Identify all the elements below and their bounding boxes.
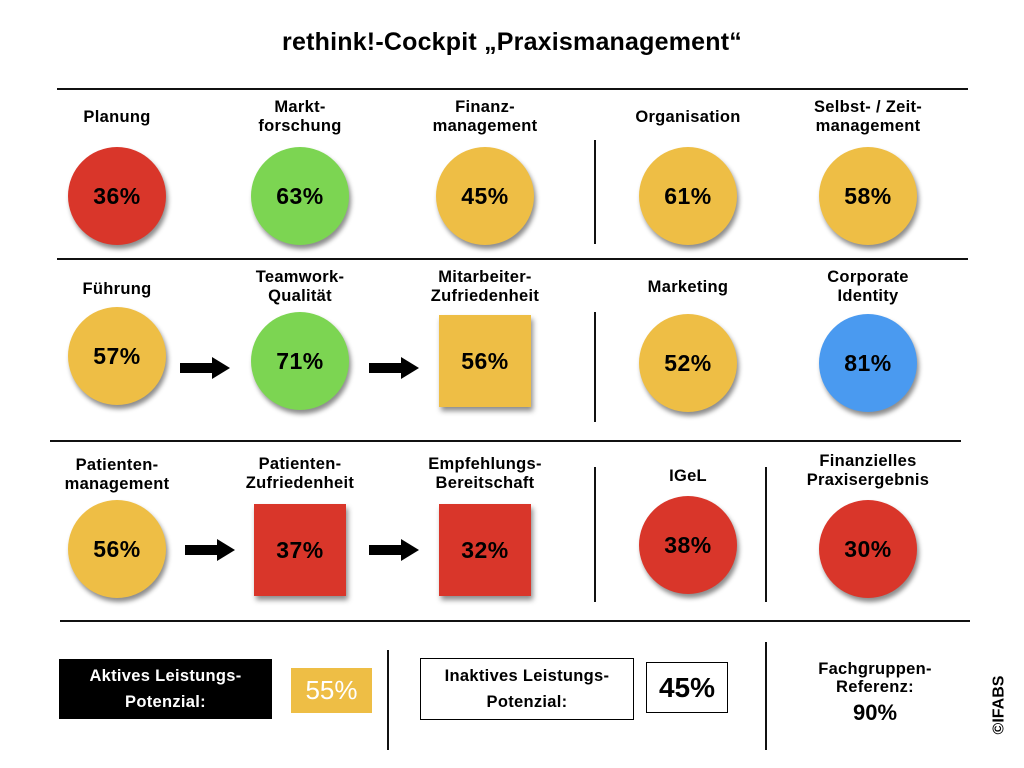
kpi-label: Führung: [82, 279, 152, 298]
inactive-potential-label: Inaktives Leistungs- Potenzial:: [420, 658, 634, 720]
kpi-label: Finanzielles Praxisergebnis: [806, 452, 930, 489]
kpi-circle: 38%: [639, 496, 737, 594]
inactive-potential-value: 45%: [646, 662, 728, 713]
copyright-text: ©IFABS: [990, 675, 1007, 735]
kpi-circle: 61%: [639, 147, 737, 245]
kpi-value: 30%: [844, 535, 892, 562]
reference-label: Fachgruppen- Referenz:: [818, 660, 932, 696]
active-potential-value: 55%: [291, 668, 372, 713]
kpi-value: 57%: [93, 342, 141, 369]
divider-top: [57, 88, 968, 90]
divider-row2: [50, 440, 961, 442]
divider-row1: [57, 258, 968, 260]
kpi-circle: 58%: [819, 147, 917, 245]
divider-vertical-footer-b: [765, 642, 767, 750]
kpi-circle: 30%: [819, 500, 917, 598]
divider-vertical-row3-b: [765, 467, 767, 602]
arrow-right-icon: [369, 357, 419, 379]
divider-row3: [60, 620, 970, 622]
kpi-label: Organisation: [635, 107, 741, 126]
kpi-circle: 63%: [251, 147, 349, 245]
kpi-circle: 36%: [68, 147, 166, 245]
kpi-value: 45%: [461, 182, 509, 209]
kpi-square: 32%: [439, 504, 531, 596]
kpi-label: Markt- forschung: [258, 98, 342, 135]
page-title: rethink!-Cockpit „Praxismanagement“: [282, 28, 742, 56]
active-potential-label-text: Aktives Leistungs- Potenzial:: [89, 667, 242, 711]
kpi-square: 56%: [439, 315, 531, 407]
kpi-circle: 71%: [251, 312, 349, 410]
kpi-value: 36%: [93, 182, 141, 209]
kpi-value: 38%: [664, 531, 712, 558]
kpi-value: 61%: [664, 182, 712, 209]
kpi-label: Finanz- management: [432, 98, 538, 135]
arrow-right-icon: [369, 539, 419, 561]
kpi-value: 63%: [276, 182, 324, 209]
kpi-value: 37%: [276, 536, 324, 563]
reference-value: 90%: [852, 700, 898, 725]
arrow-right-icon: [185, 539, 235, 561]
kpi-value: 71%: [276, 347, 324, 374]
kpi-value: 32%: [461, 536, 509, 563]
copyright-notice: ©IFABS: [988, 660, 1010, 750]
kpi-label: Marketing: [647, 277, 729, 296]
kpi-label: Patienten- Zufriedenheit: [245, 455, 355, 492]
kpi-label: Corporate Identity: [827, 268, 909, 305]
kpi-circle: 81%: [819, 314, 917, 412]
kpi-label: Teamwork- Qualität: [255, 268, 345, 305]
kpi-label: Planung: [83, 107, 151, 126]
kpi-label: Empfehlungs- Bereitschaft: [428, 455, 542, 492]
divider-vertical-footer-a: [387, 650, 389, 750]
kpi-value: 81%: [844, 349, 892, 376]
kpi-label: Patienten- management: [64, 456, 170, 493]
inactive-potential-label-text: Inaktives Leistungs- Potenzial:: [444, 667, 610, 711]
kpi-label: Selbst- / Zeit- management: [813, 98, 923, 135]
kpi-square: 37%: [254, 504, 346, 596]
active-potential-label: Aktives Leistungs- Potenzial:: [59, 659, 272, 719]
kpi-circle: 57%: [68, 307, 166, 405]
kpi-value: 58%: [844, 182, 892, 209]
kpi-circle: 52%: [639, 314, 737, 412]
kpi-value: 56%: [93, 535, 141, 562]
kpi-label: Mitarbeiter- Zufriedenheit: [430, 268, 540, 305]
arrow-right-icon: [180, 357, 230, 379]
divider-vertical-row1: [594, 140, 596, 244]
divider-vertical-row3-a: [594, 467, 596, 602]
kpi-label: IGeL: [669, 466, 707, 485]
kpi-value: 52%: [664, 349, 712, 376]
divider-vertical-row2: [594, 312, 596, 422]
kpi-value: 56%: [461, 347, 509, 374]
kpi-circle: 56%: [68, 500, 166, 598]
kpi-circle: 45%: [436, 147, 534, 245]
